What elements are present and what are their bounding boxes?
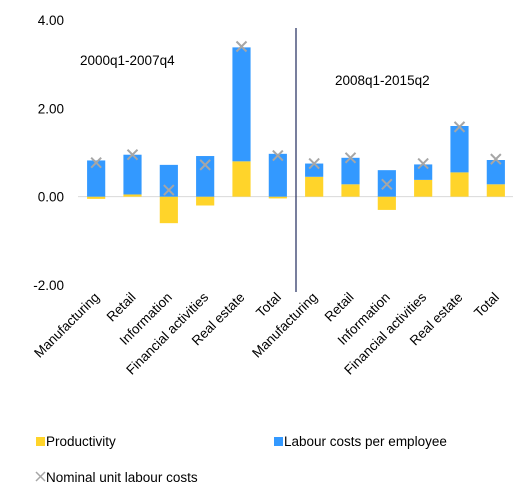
marker [417, 157, 429, 170]
bar [341, 157, 360, 185]
bar [268, 196, 287, 199]
legend-swatch [274, 437, 283, 446]
bar [87, 196, 106, 199]
bar [123, 194, 142, 197]
marker [199, 159, 211, 171]
marker [453, 121, 466, 133]
bar [232, 47, 251, 162]
legend-label: Nominal unit labour costs [46, 470, 198, 485]
y-tick-label: 4.00 [38, 13, 64, 28]
legend-swatch [36, 437, 45, 446]
bar [123, 154, 142, 195]
bar [232, 161, 251, 197]
y-tick-label: -2.00 [33, 278, 64, 293]
annotation: 2000q1-2007q4 [80, 53, 175, 68]
bar [486, 160, 505, 185]
bar [196, 196, 215, 206]
marker [235, 40, 248, 53]
marker [490, 153, 502, 165]
marker [344, 152, 357, 164]
marker [381, 178, 393, 191]
marker [308, 157, 320, 170]
bar [450, 126, 469, 173]
marker [272, 149, 284, 162]
marker [163, 184, 175, 196]
legend-swatch [35, 471, 46, 482]
bar [486, 184, 505, 197]
bar [305, 176, 324, 197]
bar [159, 196, 178, 224]
bar [196, 156, 215, 197]
x-tick-label: Total [253, 290, 284, 321]
legend-label: Productivity [46, 434, 116, 449]
y-tick-label: 0.00 [38, 190, 64, 205]
bar [87, 160, 106, 197]
legend-label: Labour costs per employee [284, 434, 447, 449]
x-tick-label: Total [471, 290, 502, 321]
x-tick-label: Manufacturing [249, 290, 320, 361]
bar [450, 172, 469, 197]
y-tick-label: 2.00 [38, 101, 64, 116]
annotation: 2008q1-2015q2 [335, 73, 430, 88]
bar [377, 196, 396, 210]
bar [159, 164, 178, 197]
marker [126, 149, 139, 161]
bar [341, 184, 360, 197]
bar [414, 179, 433, 197]
bar [414, 164, 433, 180]
bar [268, 153, 287, 197]
x-tick-label: Manufacturing [31, 290, 102, 361]
marker [90, 156, 102, 169]
bar [305, 163, 324, 177]
